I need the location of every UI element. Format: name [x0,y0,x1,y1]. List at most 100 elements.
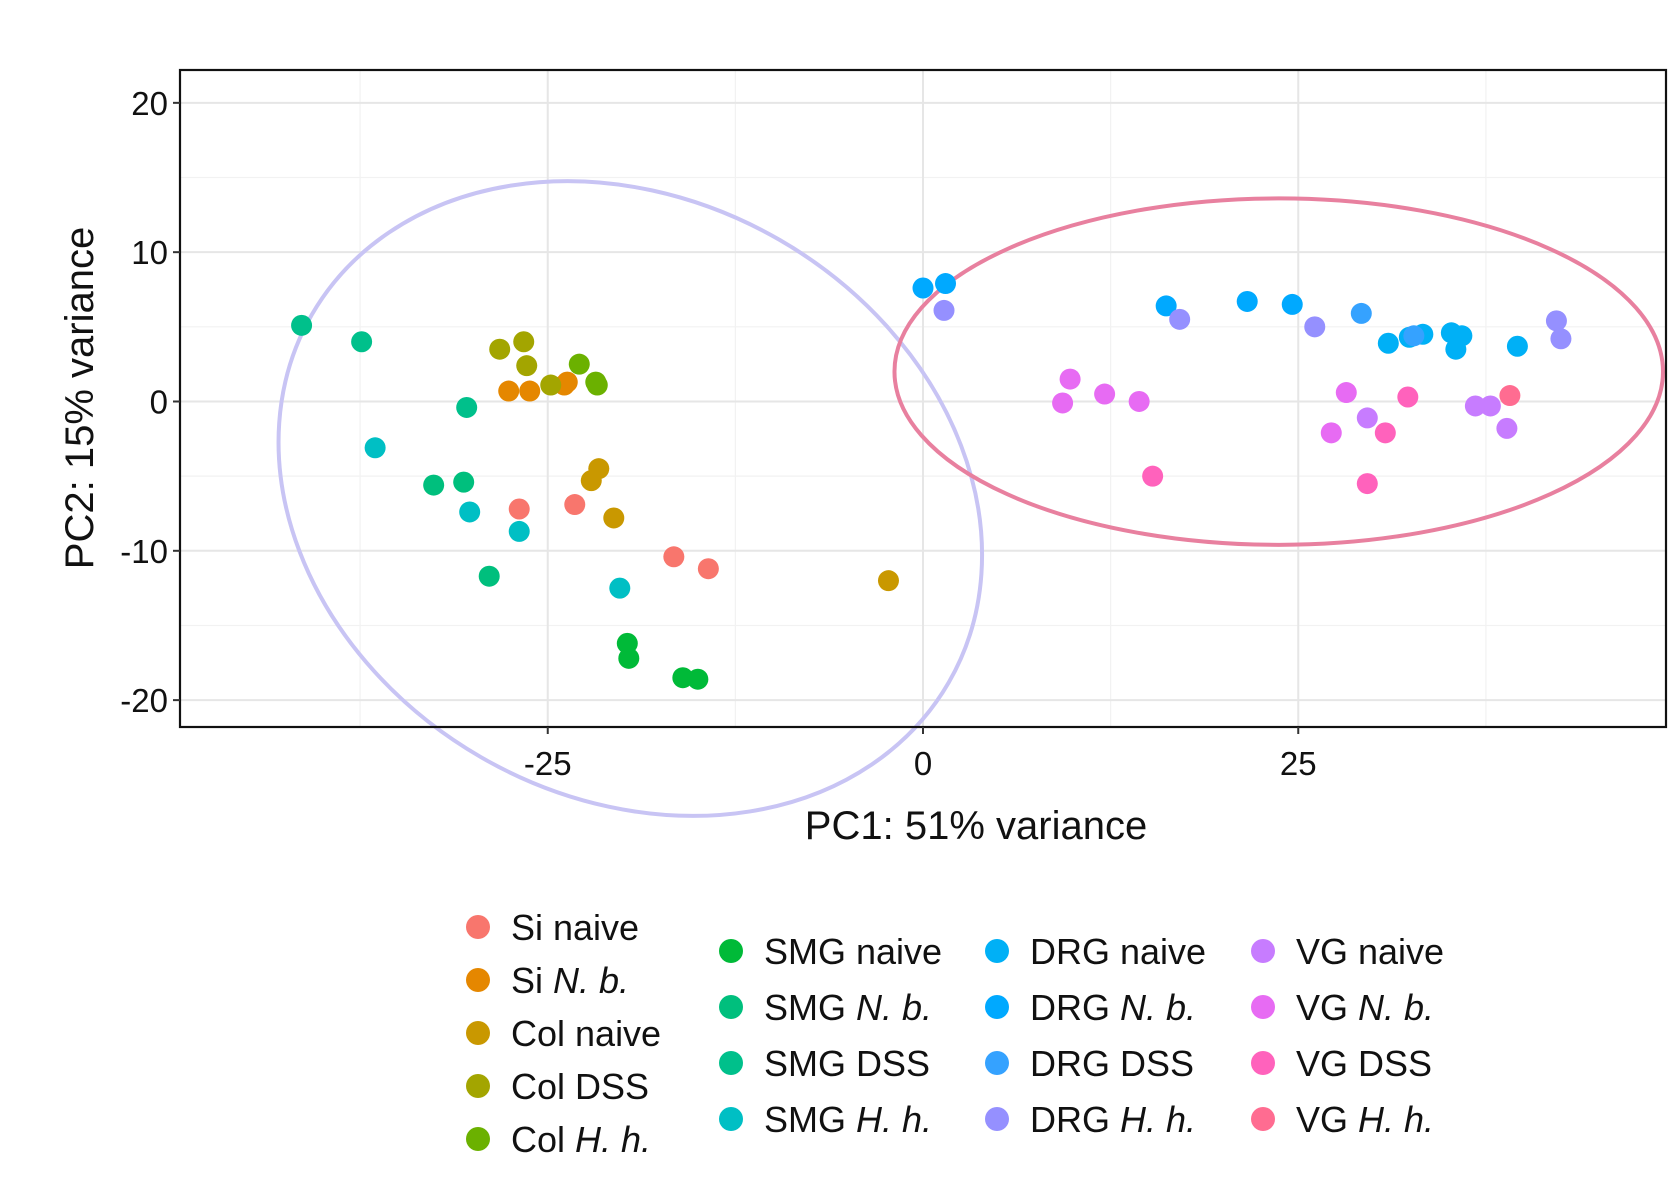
point-smg-h-h [364,437,386,459]
x-axis-title: PC1: 51% variance [805,804,1147,848]
point-vg-naive [1356,407,1378,429]
left-cluster-ellipse [276,179,985,818]
legend-label: Col H. h. [511,1119,651,1160]
legend-key [466,1127,490,1151]
legend-key [1251,995,1275,1019]
point-vg-n-b [1094,383,1116,405]
point-drg-n-b [1155,295,1177,317]
point-smg-dss [291,314,313,336]
legend-label: DRG H. h. [1030,1099,1196,1140]
point-si-naive [564,494,586,516]
point-col-naive [877,570,899,592]
point-col-dss [513,331,535,353]
point-drg-dss [1350,302,1372,324]
legend-key [985,1107,1009,1131]
legend-label: Si N. b. [511,960,629,1001]
point-col-h-h [568,353,590,375]
point-vg-dss [1356,473,1378,495]
legend-label: SMG DSS [764,1043,930,1084]
point-smg-dss [351,331,373,353]
point-drg-n-b [912,277,934,299]
legend-label: VG N. b. [1296,987,1434,1028]
point-smg-naive [687,668,709,690]
legend-key [466,968,490,992]
legend-key [719,1051,743,1075]
point-vg-naive [1496,417,1518,439]
right-cluster-ellipse [892,196,1665,547]
x-tick-label: -25 [524,745,572,782]
point-drg-n-b [1281,293,1303,315]
point-smg-naive [618,647,640,669]
point-si-naive [697,558,719,580]
point-vg-n-b [1320,422,1342,444]
point-smg-h-h [508,520,530,542]
point-drg-h-h [1550,328,1572,350]
legend-label: VG DSS [1296,1043,1432,1084]
point-col-naive [603,507,625,529]
legend-key [719,1107,743,1131]
point-vg-dss [1397,386,1419,408]
point-smg-n-b [423,474,445,496]
legend-label: Col naive [511,1013,661,1054]
legend-label: Col DSS [511,1066,649,1107]
legend-key [466,1074,490,1098]
point-smg-h-h [609,577,631,599]
point-col-dss [516,355,538,377]
legend-key [719,939,743,963]
point-vg-n-b [1059,368,1081,390]
legend-key [985,1051,1009,1075]
y-tick-label: -10 [120,533,168,570]
legend-label: SMG N. b. [764,987,932,1028]
cluster-ellipses [276,179,1665,818]
point-drg-naive [1451,325,1473,347]
point-drg-h-h [1545,310,1567,332]
y-tick-label: 10 [131,234,168,271]
legend-key [1251,1107,1275,1131]
x-tick-label: 0 [914,745,932,782]
legend-label: DRG DSS [1030,1043,1194,1084]
legend-key [985,939,1009,963]
data-points [291,273,1572,690]
point-drg-n-b [1236,290,1258,312]
y-tick-label: -20 [120,682,168,719]
axes: -25 0 25 20 10 0 -10 -20 [120,85,1316,782]
point-drg-n-b [935,273,957,295]
legend-key [466,1021,490,1045]
legend-label: DRG naive [1030,931,1206,972]
point-si-naive [508,498,530,520]
point-si-n-b [519,380,541,402]
point-drg-dss [1403,325,1425,347]
legend-key [1251,1051,1275,1075]
point-smg-n-b [453,471,475,493]
point-si-naive [663,546,685,568]
legend-label: VG H. h. [1296,1099,1434,1140]
legend-key [719,995,743,1019]
point-smg-n-b [478,565,500,587]
legend-label: SMG H. h. [764,1099,932,1140]
legend-key [1251,939,1275,963]
legend-label: SMG naive [764,931,942,972]
point-vg-naive [1464,395,1486,417]
point-col-dss [489,338,511,360]
point-vg-dss [1374,422,1396,444]
point-si-n-b [498,380,520,402]
y-tick-label: 20 [131,85,168,122]
point-col-naive [588,458,610,480]
grid-lines [180,70,1666,727]
point-smg-dss [456,396,478,418]
legend-label: Si naive [511,907,639,948]
point-drg-h-h [1169,308,1191,330]
point-drg-naive [1377,332,1399,354]
x-tick-label: 25 [1280,745,1317,782]
y-tick-label: 0 [150,383,168,420]
point-drg-h-h [1304,316,1326,338]
point-col-dss [540,374,562,396]
point-col-h-h [586,374,608,396]
point-drg-naive [1506,335,1528,357]
legend: Si naive Si N. b. Col naive Col DSS Col H. h… [466,907,1444,1160]
legend-key [985,995,1009,1019]
point-vg-n-b [1128,390,1150,412]
y-axis-title: PC2: 15% variance [58,227,102,569]
point-smg-h-h [459,501,481,523]
